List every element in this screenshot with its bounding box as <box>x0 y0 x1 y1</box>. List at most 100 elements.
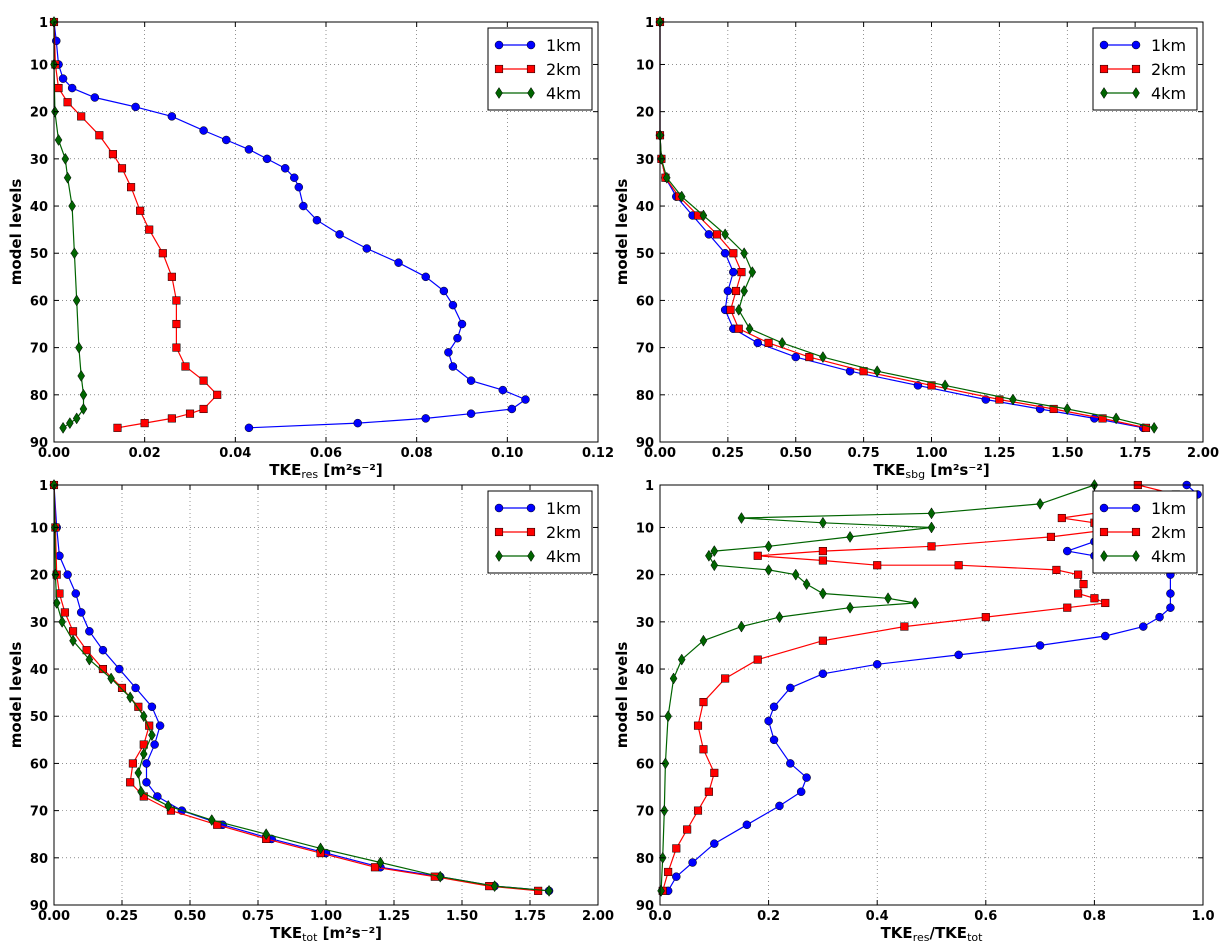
data-point <box>113 423 122 432</box>
y-tick-label: 30 <box>636 153 654 168</box>
series-markers-2km <box>49 17 222 432</box>
y-axis-label: model levels <box>613 642 631 749</box>
data-point <box>1049 404 1058 414</box>
data-point <box>1063 403 1072 415</box>
chart-panel-bottom-left: 0.00 0.25 0.50 0.75 1.00 1.25 1.50 1.75 2.00 1 10 2… <box>7 479 614 941</box>
legend-marker <box>1131 64 1141 74</box>
data-point <box>764 716 773 726</box>
data-point <box>140 419 149 428</box>
data-point <box>66 417 74 430</box>
y-tick-label: 40 <box>30 663 48 678</box>
data-point <box>927 521 936 534</box>
x-tick-label: 1.25 <box>378 909 410 924</box>
legend-marker <box>1099 64 1109 74</box>
data-point <box>67 83 77 93</box>
data-point <box>72 412 81 425</box>
data-point <box>927 507 936 520</box>
legend-marker <box>1131 503 1141 513</box>
data-point <box>117 164 127 173</box>
legend-label-1km: 1km <box>546 499 581 518</box>
x-tick-label: 1.0 <box>1191 909 1214 924</box>
data-point <box>1101 598 1110 608</box>
data-point <box>740 247 748 260</box>
x-tick-label: 1.50 <box>1051 446 1083 461</box>
legend-label-1km: 1km <box>1151 36 1186 55</box>
legend-marker <box>1132 550 1140 562</box>
legend-label-4km: 4km <box>546 547 581 566</box>
legend-marker <box>494 527 504 537</box>
data-point <box>721 228 729 241</box>
data-point <box>884 592 892 605</box>
data-point <box>142 778 151 787</box>
x-axis-label: TKEres [m²s⁻²] <box>269 461 382 481</box>
data-point <box>545 884 553 897</box>
data-point <box>213 390 222 399</box>
data-point <box>167 272 176 281</box>
data-point <box>802 578 811 591</box>
data-point <box>1090 594 1099 603</box>
x-tick-label: 2.00 <box>1187 446 1219 461</box>
data-point <box>59 421 67 434</box>
data-point <box>466 376 476 385</box>
y-tick-label: 30 <box>636 616 654 631</box>
data-point <box>954 650 963 660</box>
data-point <box>75 341 83 354</box>
data-point <box>76 608 86 617</box>
data-point <box>729 267 738 277</box>
data-point <box>158 249 167 258</box>
legend-marker <box>494 64 504 74</box>
data-point <box>873 365 881 378</box>
data-point <box>981 613 990 622</box>
y-tick-label: 60 <box>636 757 654 772</box>
data-point <box>693 806 703 815</box>
y-tick-label: 40 <box>636 663 654 678</box>
legend-label-4km: 4km <box>546 84 581 103</box>
data-point <box>126 778 135 787</box>
data-point <box>995 395 1004 404</box>
data-point <box>335 230 344 239</box>
series-line-1km <box>667 484 1199 892</box>
data-point <box>1036 497 1044 510</box>
data-point <box>1166 589 1175 598</box>
y-tick-label: 80 <box>30 852 48 867</box>
y-tick-label: 30 <box>30 153 48 168</box>
y-tick-label: 50 <box>636 710 654 725</box>
data-point <box>1139 622 1148 631</box>
data-point <box>726 305 735 314</box>
data-point <box>126 691 134 704</box>
y-tick-label: 10 <box>30 521 48 536</box>
data-point <box>1150 421 1158 434</box>
data-point <box>136 206 145 215</box>
y-tick-label: 70 <box>30 342 48 357</box>
data-point <box>448 362 458 371</box>
data-point <box>872 660 882 669</box>
data-point <box>1009 393 1017 406</box>
data-point <box>172 296 181 305</box>
data-point <box>362 244 372 253</box>
data-point <box>911 597 920 609</box>
legend-label-2km: 2km <box>546 60 581 79</box>
x-tick-label: 1.75 <box>514 909 546 924</box>
data-point <box>1074 570 1083 579</box>
data-point <box>134 702 143 711</box>
data-point <box>737 268 746 277</box>
x-axis-label: TKEtot [m²s⁻²] <box>270 924 382 941</box>
data-point <box>444 348 453 357</box>
y-tick-label: 90 <box>30 436 48 451</box>
y-tick-label: 80 <box>30 389 48 404</box>
data-point <box>498 385 508 395</box>
data-point <box>669 672 678 685</box>
data-point <box>1141 423 1151 432</box>
data-point <box>77 369 85 382</box>
data-point <box>791 352 800 362</box>
data-point <box>63 570 72 579</box>
y-tick-label: 50 <box>30 710 48 725</box>
data-point <box>457 319 467 329</box>
data-point <box>775 801 784 811</box>
data-point <box>98 645 108 655</box>
data-point <box>819 351 827 364</box>
data-point <box>312 215 322 225</box>
legend: 1km 2km 4km <box>487 490 593 574</box>
data-point <box>69 634 77 647</box>
data-point <box>82 646 91 655</box>
